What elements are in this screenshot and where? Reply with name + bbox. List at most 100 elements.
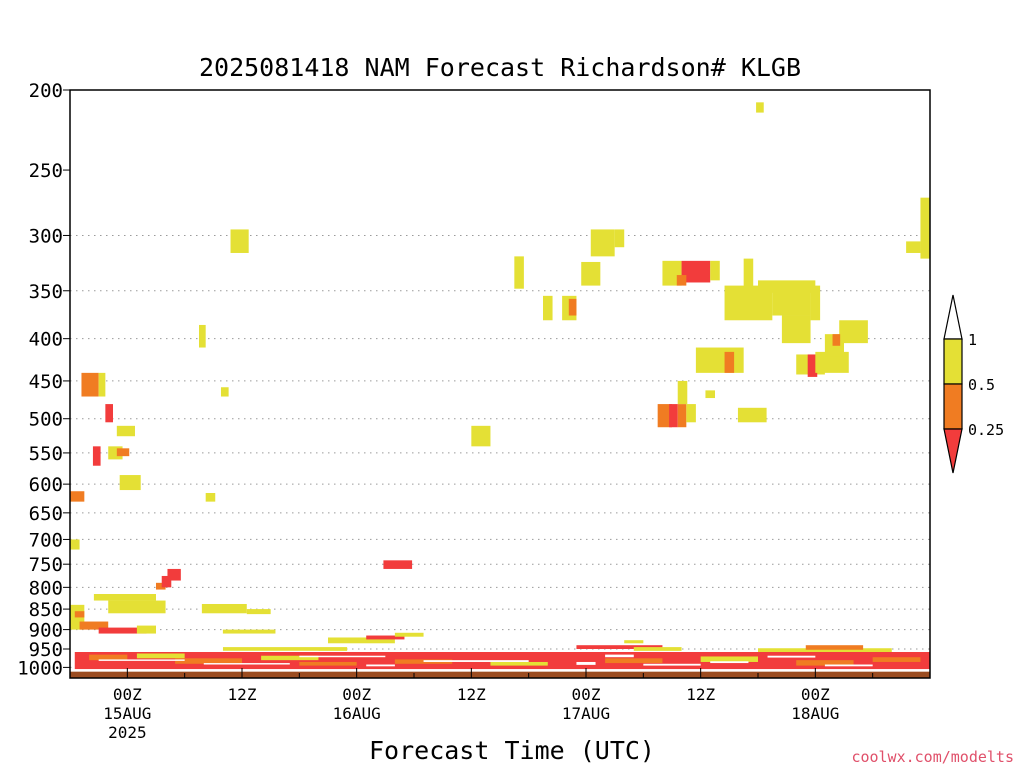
x-tick-label: 00Z bbox=[113, 685, 142, 704]
x-axis-label: Forecast Time (UTC) bbox=[369, 736, 655, 765]
heatmap-cell bbox=[156, 582, 166, 590]
heatmap-cell bbox=[394, 632, 424, 637]
heatmap-cell bbox=[758, 280, 816, 293]
x-tick-label: 12Z bbox=[228, 685, 257, 704]
colorbar-legend: 1 0.5 0.25 bbox=[943, 294, 1004, 474]
heatmap-cell bbox=[568, 298, 577, 316]
colorbar-level-label: 0.25 bbox=[968, 421, 1004, 439]
heatmap-cell bbox=[605, 658, 663, 664]
heatmap-cell bbox=[366, 635, 405, 640]
heatmap-cell bbox=[175, 658, 242, 664]
heatmap-cell bbox=[669, 404, 678, 428]
x-tick-label: 2025 bbox=[108, 723, 147, 742]
heatmap-cell bbox=[676, 275, 687, 286]
y-tick-label: 650 bbox=[29, 503, 63, 525]
heatmap-cell bbox=[383, 560, 413, 569]
y-tick-label: 400 bbox=[29, 329, 63, 351]
heatmap-cell bbox=[119, 475, 141, 491]
y-tick-label: 200 bbox=[29, 80, 63, 102]
y-axis: 200 250 300 350 400 450 500 550 600 650 700 7508008… bbox=[17, 80, 70, 679]
heatmap-cell bbox=[136, 653, 185, 659]
heatmap-cell bbox=[677, 380, 688, 405]
ground-layer bbox=[70, 671, 930, 678]
x-tick-label: 00Z bbox=[801, 685, 830, 704]
x-tick-label: 17AUG bbox=[562, 704, 610, 723]
y-tick-label: 300 bbox=[29, 225, 63, 247]
heatmap-cell bbox=[581, 261, 601, 286]
y-tick-label: 500 bbox=[29, 409, 63, 431]
heatmap-cell bbox=[686, 404, 696, 423]
colorbar-bottom-arrow bbox=[943, 428, 963, 474]
heatmap-cell bbox=[807, 354, 818, 377]
chart-title: 2025081418 NAM Forecast Richardson# KLGB bbox=[199, 53, 801, 82]
colorbar-level-label: 1 bbox=[968, 331, 977, 349]
y-tick-label: 950 bbox=[29, 639, 63, 661]
heatmap-cell bbox=[79, 621, 109, 630]
heatmap-cell bbox=[872, 657, 921, 662]
heatmap-gap bbox=[222, 650, 319, 653]
y-tick-label: 350 bbox=[29, 281, 63, 303]
heatmap-gap bbox=[710, 661, 749, 664]
heatmap-cell bbox=[70, 491, 85, 502]
heatmap-gap bbox=[70, 669, 930, 671]
y-tick-label: 600 bbox=[29, 474, 63, 496]
heatmap-cell bbox=[108, 600, 166, 614]
x-tick-label: 00Z bbox=[572, 685, 601, 704]
colorbar-top-arrow bbox=[943, 294, 963, 340]
heatmap-gap bbox=[824, 664, 873, 667]
y-tick-label: 750 bbox=[29, 554, 63, 576]
heatmap-cell bbox=[514, 256, 524, 289]
heatmap-cell bbox=[246, 609, 271, 615]
heatmap-cell bbox=[116, 425, 135, 437]
heatmap-cell bbox=[695, 347, 744, 373]
heatmap-gap bbox=[576, 661, 596, 665]
heatmap-cell bbox=[98, 372, 106, 397]
colorbar-bin bbox=[943, 383, 963, 430]
heatmap-gap bbox=[299, 655, 386, 658]
heatmap-cell bbox=[167, 568, 181, 581]
heatmap-cell bbox=[161, 575, 172, 588]
heatmap-cell bbox=[681, 260, 711, 283]
heatmap-gap bbox=[605, 654, 634, 658]
x-tick-label: 16AUG bbox=[333, 704, 381, 723]
colorbar-level-label: 0.5 bbox=[968, 376, 995, 394]
heatmap-cell bbox=[299, 661, 357, 666]
x-tick-label: 15AUG bbox=[103, 704, 151, 723]
heatmap-cell bbox=[92, 446, 101, 466]
heatmap-cell bbox=[74, 611, 85, 618]
watermark: coolwx.com/modelts bbox=[851, 748, 1014, 766]
heatmap-cell bbox=[810, 285, 821, 321]
x-tick-label: 18AUG bbox=[791, 704, 839, 723]
heatmap-cell bbox=[220, 387, 229, 397]
heatmap-cell bbox=[201, 603, 247, 614]
heatmap-cell bbox=[737, 407, 767, 423]
heatmap-cell bbox=[633, 647, 682, 651]
x-tick-label: 12Z bbox=[686, 685, 715, 704]
heatmap-cell bbox=[815, 351, 849, 373]
y-tick-label: 550 bbox=[29, 443, 63, 465]
y-tick-label: 1000 bbox=[17, 657, 63, 679]
heatmap-cell bbox=[222, 647, 348, 651]
heatmap-cell bbox=[805, 645, 864, 650]
heatmap-gap bbox=[643, 663, 701, 666]
heatmap-cell bbox=[70, 539, 80, 550]
heatmap-gap bbox=[70, 639, 223, 653]
heatmap-cell bbox=[116, 448, 130, 457]
y-tick-label: 800 bbox=[29, 577, 63, 599]
heatmap-cell bbox=[796, 660, 854, 666]
y-tick-label: 850 bbox=[29, 599, 63, 621]
heatmap-cell bbox=[328, 637, 395, 644]
heatmap-cell bbox=[576, 645, 663, 649]
heatmap-cell bbox=[230, 229, 249, 253]
heatmap-cell bbox=[624, 640, 644, 644]
heatmap-cell bbox=[781, 315, 811, 344]
heatmap-cell bbox=[89, 654, 128, 661]
heatmap-cell bbox=[700, 656, 758, 662]
heatmap-cell bbox=[93, 594, 156, 601]
heatmap-cell bbox=[772, 290, 811, 316]
heatmap-cell bbox=[743, 258, 754, 291]
y-tick-label: 250 bbox=[29, 160, 63, 182]
x-tick-label: 00Z bbox=[342, 685, 371, 704]
colorbar-bin bbox=[943, 338, 963, 385]
heatmap-cell bbox=[758, 648, 892, 653]
